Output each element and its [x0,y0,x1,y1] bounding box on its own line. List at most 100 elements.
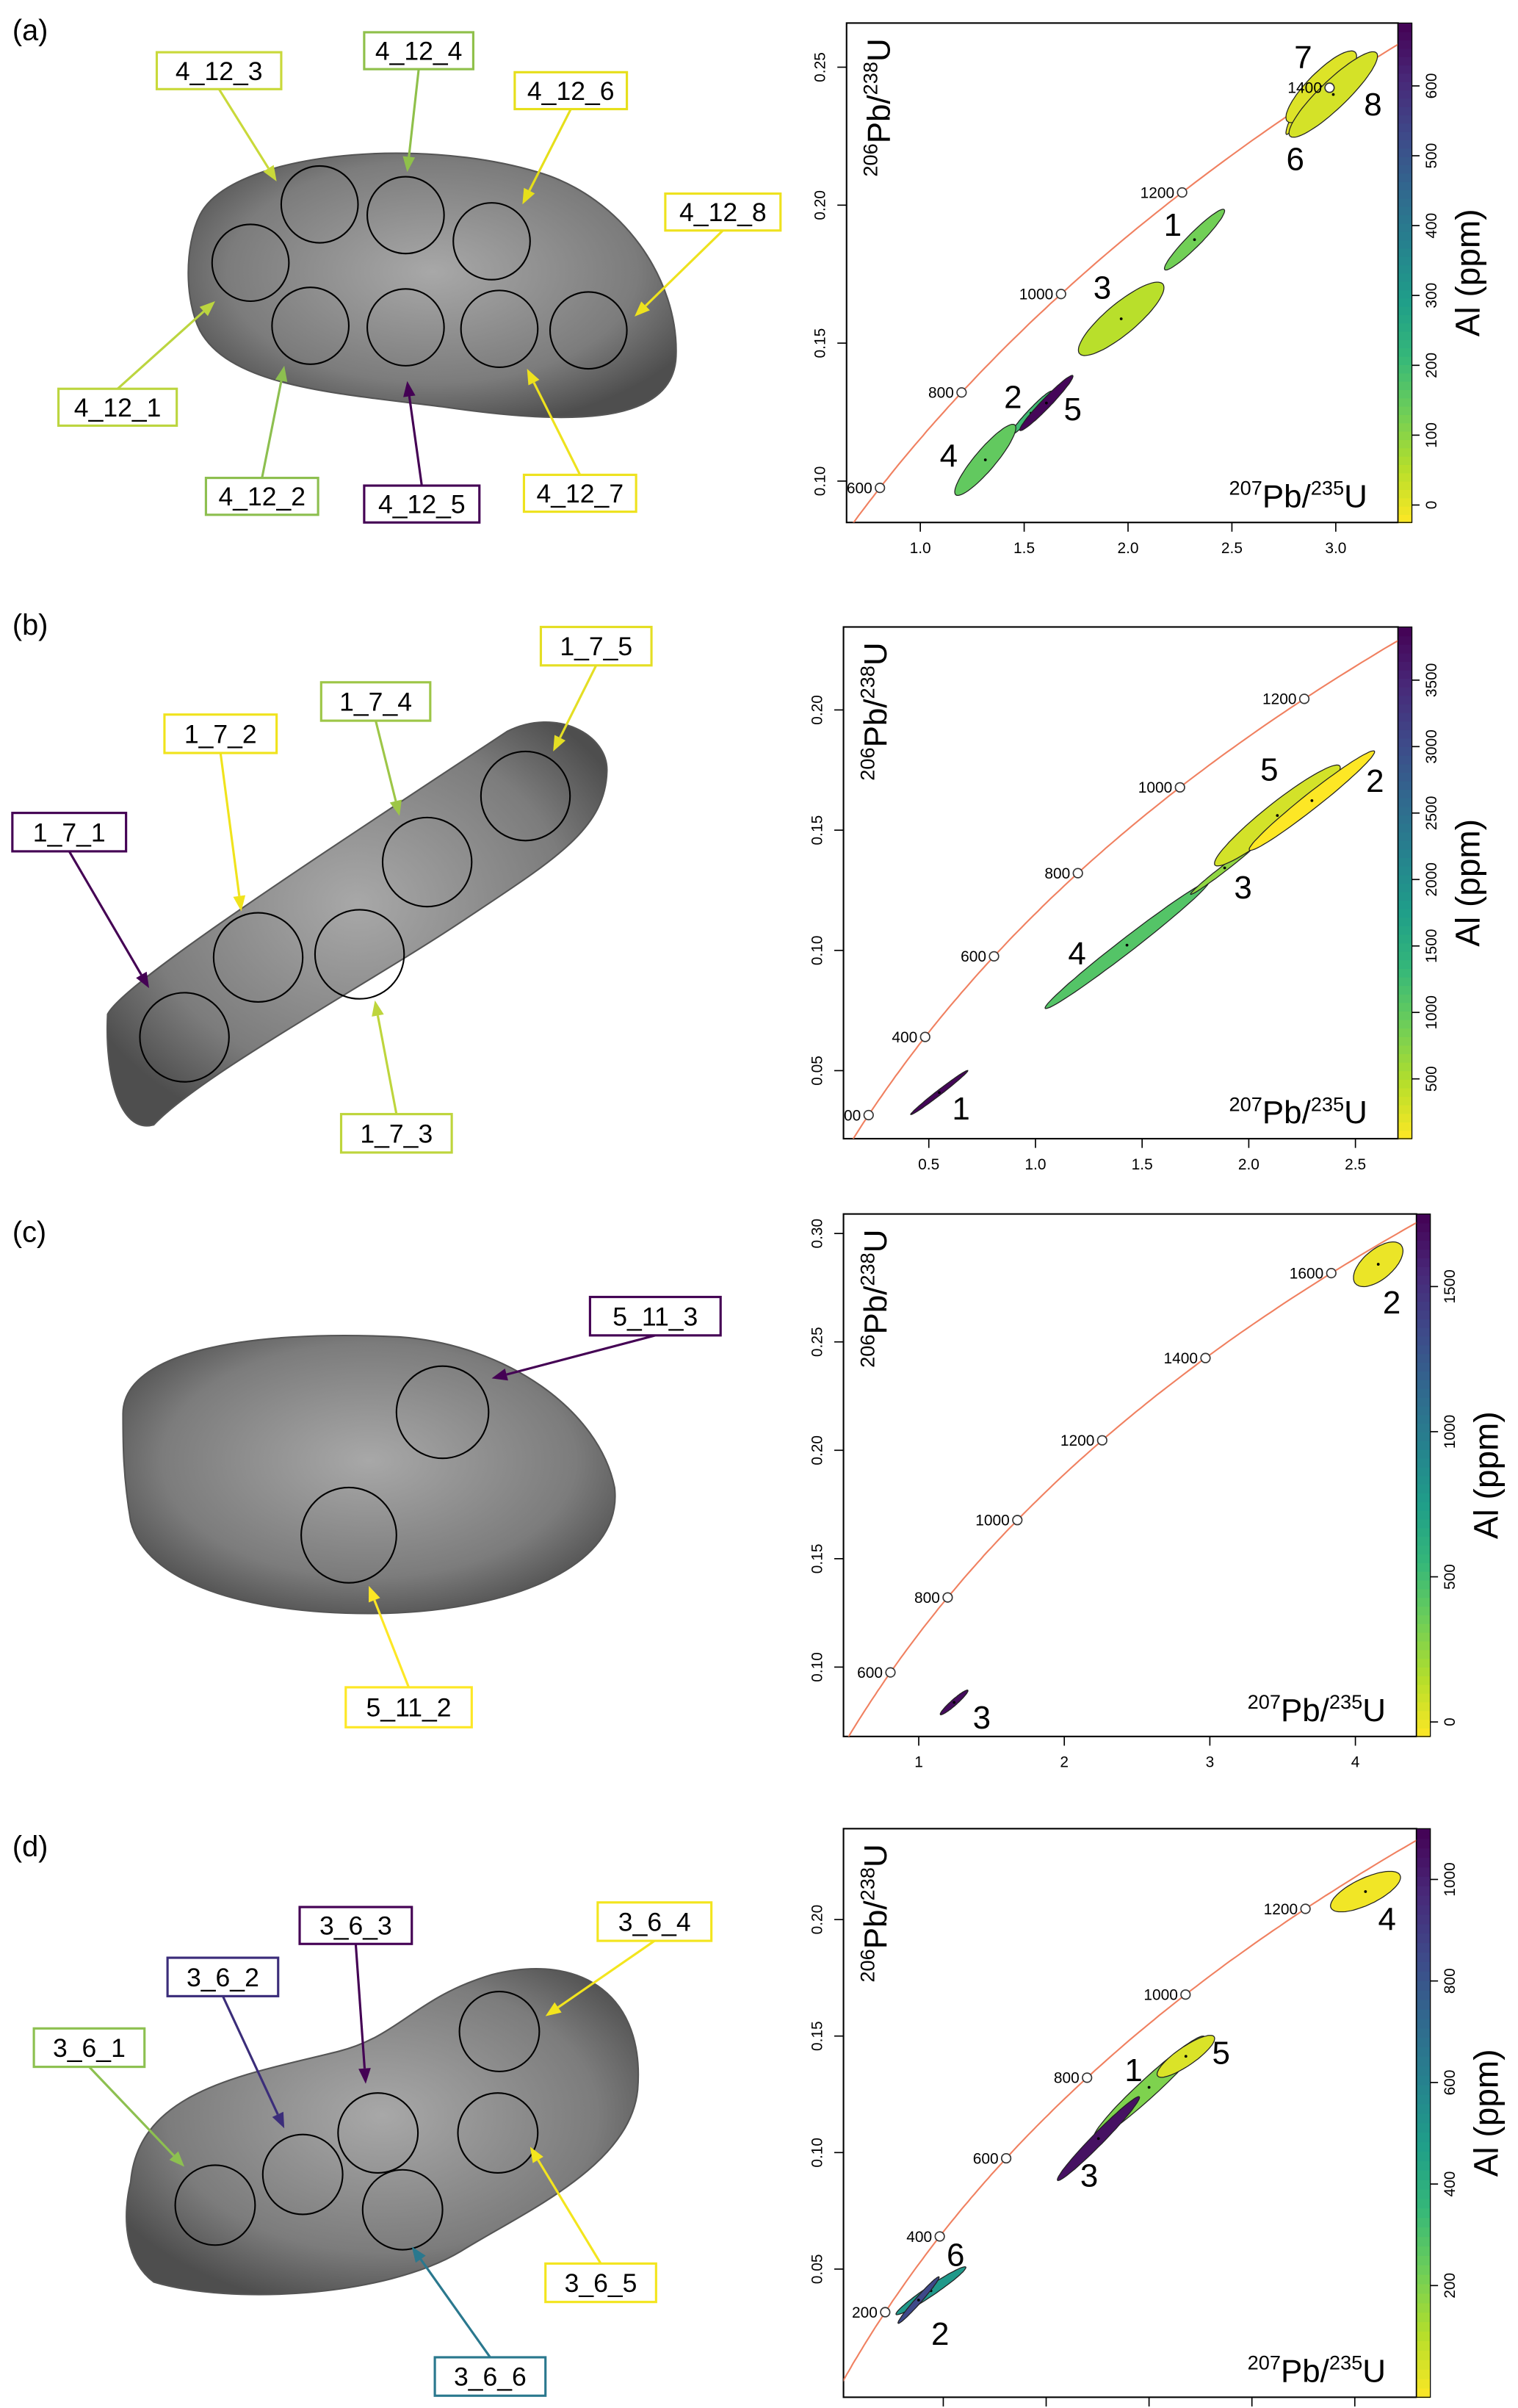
colorbar-segment [1416,2283,1431,2294]
colorbar-tick-label: 0 [1423,501,1440,510]
colorbar-tick-label: 100 [1423,422,1440,448]
colorbar-segment [1416,2387,1431,2398]
arrow-head-icon [263,165,277,181]
spot-circle [300,1486,397,1584]
ellipse-center-point [1184,2055,1188,2058]
colorbar-segment [1398,652,1412,662]
colorbar-segment [1416,1710,1431,1720]
y-tick-label: 0.30 [809,1219,825,1249]
colorbar-segment [1416,2122,1431,2133]
y-tick-label: 0.15 [809,815,825,846]
y-tick-label: 0.10 [812,466,828,497]
concordia-age-marker [1180,1989,1191,2000]
colorbar-tick-label: 500 [1423,143,1440,169]
colorbar-segment [1416,2312,1431,2323]
colorbar-segment [1398,148,1412,157]
colorbar-segment [1416,2188,1431,2199]
arrow-head-icon [411,2246,426,2263]
ellipse-center-point [1044,401,1048,405]
colorbar: 0 500 1000 1500 Al (ppm) [1416,1213,1506,1737]
colorbar-segment [1416,1885,1431,1896]
spot-label: 4_12_8 [679,198,767,227]
spot-label-box [298,1906,413,1945]
colorbar-segment [1398,156,1412,166]
panel-d: (d) 3_6_1 3_6_2 3_6_3 3_6_4 3_6_5 3_6_6 200 400 6… [12,1828,1506,2407]
spot-circle [452,202,531,281]
colorbar-segment [1416,1266,1431,1276]
colorbar-segment [1398,281,1412,291]
concordia-curve [847,1222,1417,1737]
x-axis-label: 207Pb/235U [1229,1092,1367,1131]
y-tick-label: 0.10 [809,1652,825,1682]
colorbar-segment [1416,2103,1431,2114]
colorbar-frame [1398,626,1413,1139]
colorbar-segment [1398,231,1412,241]
colorbar-segment [1398,356,1412,365]
colorbar-segment [1398,763,1412,773]
spot-circle [460,289,539,369]
spot-label: 4_12_5 [378,490,466,519]
axis-label-part: U [1362,2353,1386,2389]
x-tick-label: 4 [1351,1754,1360,1771]
ellipse-label: 3 [1080,2158,1098,2194]
arrow-line [373,1599,411,1688]
grain-shape [122,1334,616,1615]
arrow-head-icon [272,2111,285,2129]
arrow-head-icon [522,187,535,205]
axis-label-part: Pb/ [1262,478,1312,514]
spot-label-box [544,2262,657,2304]
grain-image [106,721,608,1127]
colorbar-segment [1416,1961,1431,1972]
colorbar-segment [1416,2359,1431,2370]
concordia-age-label: 1600 [1290,1265,1324,1282]
spot-label-box [204,477,319,516]
concordia-age-marker [863,1109,874,1121]
axis-label-part: 238 [856,666,878,699]
colorbar-segment [1398,372,1412,382]
concordia-age-marker [875,483,886,494]
x-tick-label: 2.0 [1117,540,1138,557]
concordia-age-label: 800 [1054,2070,1080,2087]
colorbar-segment [1398,298,1412,307]
colorbar-segment [1416,2198,1431,2209]
arrow-head-icon [402,156,416,173]
colorbar-segment [1416,2055,1431,2066]
colorbar-segment [1416,1895,1431,1906]
x-tick-label: 2.5 [1221,540,1243,557]
colorbar-segment [1416,1999,1431,2010]
colorbar-segment [1416,2037,1431,2048]
spot-circle [366,288,445,367]
ellipse-label: 4 [1068,936,1085,972]
colorbar-segment [1398,823,1412,833]
y-tick-label: 0.20 [809,1435,825,1466]
spot-label-box [539,625,653,667]
concordia-age-marker [1300,1903,1311,1914]
colorbar-segment [1398,1053,1412,1063]
colorbar-segment [1416,1632,1431,1642]
concordia-age-marker [1326,1268,1337,1279]
colorbar-segment [1416,1396,1431,1407]
colorbar-segment [1398,832,1412,841]
colorbar-segment [1416,1292,1431,1302]
colorbar-segment [1416,1719,1431,1729]
axis-label-part: 206 [859,143,882,176]
colorbar-segment [1398,414,1412,424]
axis-label-part: U [858,1844,894,1867]
arrow-head-icon [136,971,150,989]
colorbar-segment [1416,2008,1431,2019]
colorbar-segment [1398,1070,1412,1080]
colorbar-segment [1398,865,1412,876]
colorbar-segment [1398,381,1412,390]
colorbar-segment [1398,314,1412,324]
colorbar-tick-label: 0 [1442,1717,1459,1726]
colorbar-segment [1398,439,1412,449]
axis-label-part: Pb/ [861,95,897,144]
spot-label: 4_12_4 [375,37,463,66]
arrow-line [532,382,582,476]
colorbar-segment [1416,1214,1431,1224]
colorbar-segment [1398,934,1412,944]
spot-label-box [588,1295,722,1337]
spot-label: 4_12_6 [527,76,615,106]
axis-label-part: 207 [1248,2351,1281,2374]
